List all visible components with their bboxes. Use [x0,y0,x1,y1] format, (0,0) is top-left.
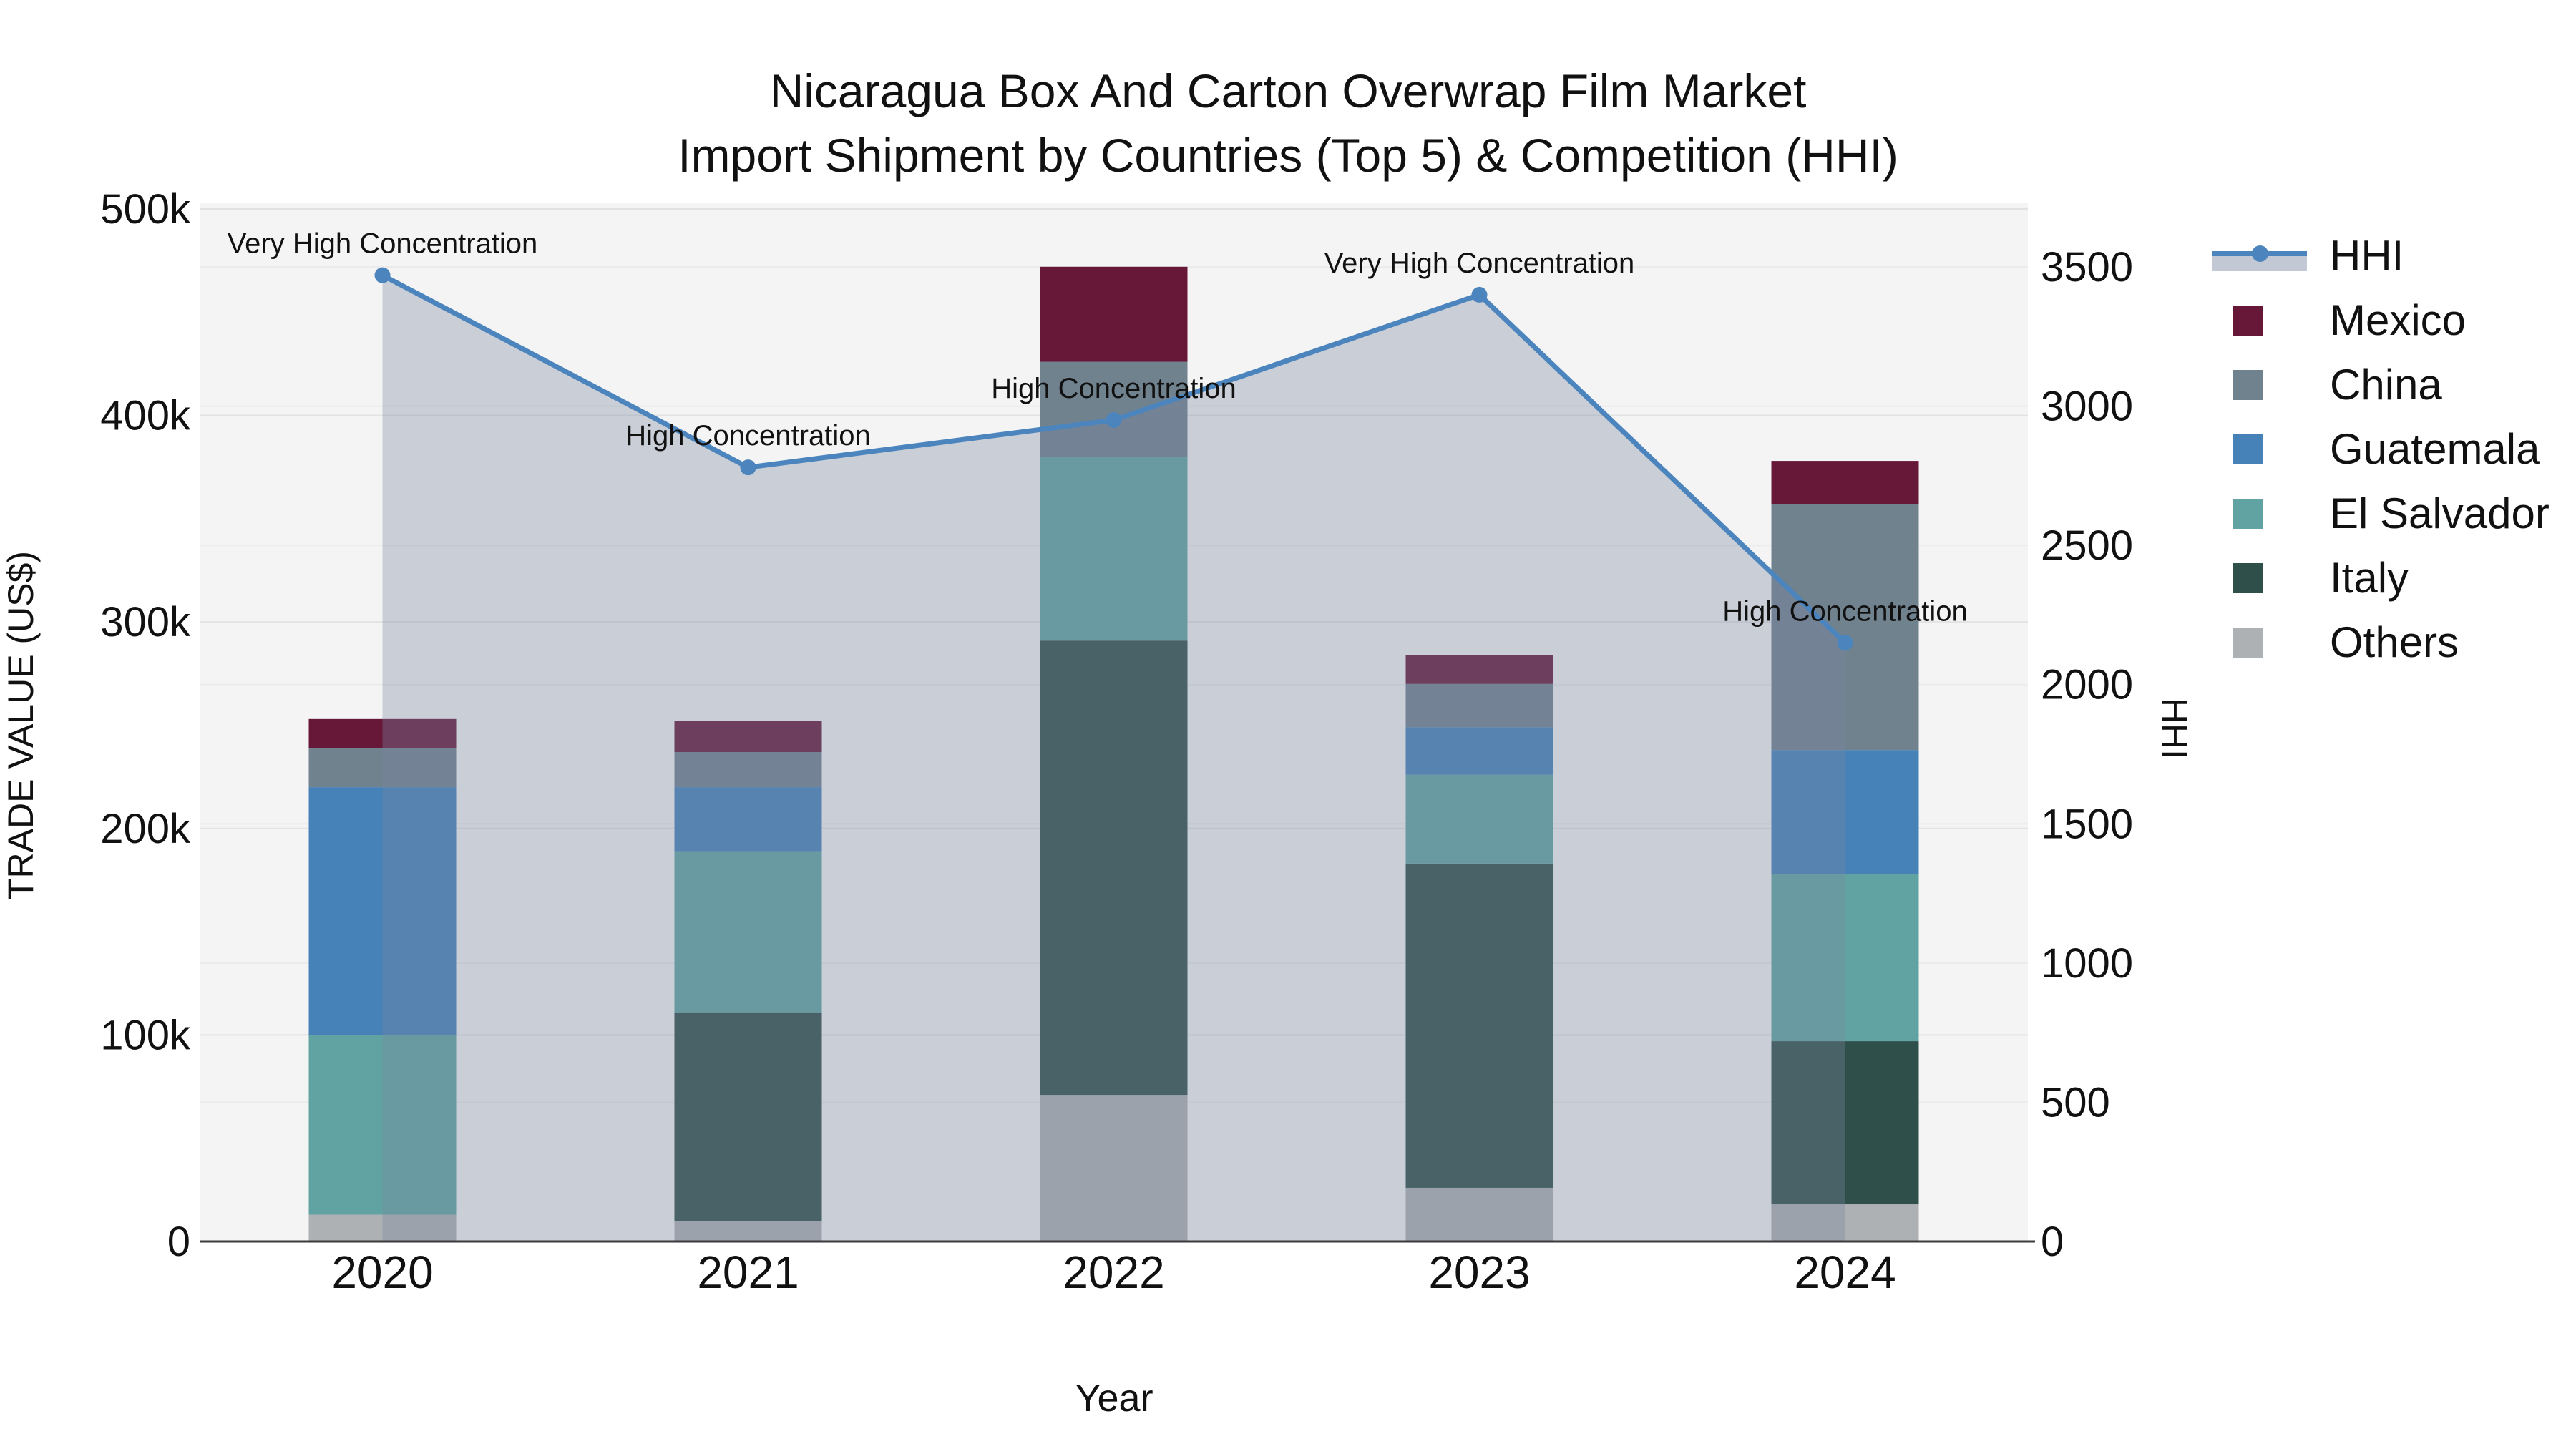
bar-segment-mexico[interactable] [674,721,822,753]
legend-color-swatch [2233,628,2263,658]
legend-color-swatch [2233,434,2263,464]
hhi-marker[interactable] [740,459,756,476]
bar-segment-el-salvador[interactable] [308,1035,457,1215]
legend: HHI Mexico China Guatemala El Salvador Italy O… [2212,223,2550,674]
y2-tick-label: 1000 [2041,940,2133,987]
hhi-marker[interactable] [374,267,391,283]
hhi-area-fill [382,275,1845,1241]
bar-segment-el-salvador[interactable] [1405,774,1553,864]
x-tick-label: 2020 [331,1246,433,1298]
annotation-2024: High Concentration [1722,595,1967,627]
bar-segment-others[interactable] [1040,1095,1188,1241]
legend-swatch-icon [2212,625,2311,659]
bar-segment-china[interactable] [1405,683,1553,728]
y2-tick-label: 3000 [2041,384,2133,430]
legend-label: China [2330,360,2442,409]
legend-item-italy[interactable]: Italy [2212,545,2550,610]
legend-marker-dot [2252,245,2268,262]
y2-axis-title: HHI [2155,698,2195,759]
bar-segment-italy[interactable] [1771,1041,1919,1205]
legend-label: Guatemala [2330,424,2540,473]
y2-tick-label: 1500 [2041,801,2133,847]
y2-tick-label: 0 [2041,1219,2064,1265]
y1-tick-label: 100k [100,1012,191,1058]
legend-label: El Salvador [2330,489,2550,537]
bar-segment-mexico[interactable] [308,718,457,748]
bar-segment-others[interactable] [1771,1204,1919,1241]
annotation-2021: High Concentration [625,420,870,452]
legend-item-el-salvador[interactable]: El Salvador [2212,481,2550,545]
hhi-marker[interactable] [1471,286,1488,303]
x-tick-label: 2023 [1428,1246,1530,1298]
chart-title-line2: Import Shipment by Countries (Top 5) & C… [678,129,1898,182]
bar-segment-others[interactable] [308,1214,457,1241]
legend-color-swatch [2233,499,2263,529]
legend-color-swatch [2233,370,2263,400]
bar-segment-others[interactable] [1405,1187,1553,1241]
y1-tick-label: 200k [100,806,191,852]
y1-axis-title: TRADE VALUE (US$) [1,551,41,900]
legend-item-others[interactable]: Others [2212,610,2550,674]
bar-segment-mexico[interactable] [1771,461,1919,504]
y1-tick-label: 400k [100,393,191,439]
bar-segment-el-salvador[interactable] [674,851,822,1013]
x-tick-label: 2022 [1063,1246,1164,1298]
y2-tick-label: 500 [2041,1079,2110,1126]
y1-tick-label: 300k [100,599,191,645]
legend-item-guatemala[interactable]: Guatemala [2212,416,2550,481]
bar-segment-el-salvador[interactable] [1040,457,1188,641]
bar-segment-guatemala[interactable] [308,787,457,1035]
annotation-2020: Very High Concentration [228,228,538,260]
legend-label: HHI [2330,231,2404,280]
bar-segment-guatemala[interactable] [1405,727,1553,775]
annotation-2022: High Concentration [991,373,1236,404]
legend-line-icon [2212,238,2311,273]
bar-segment-others[interactable] [674,1221,822,1241]
bar-segment-el-salvador[interactable] [1771,874,1919,1042]
chart-title-line1: Nicaragua Box And Carton Overwrap Film M… [769,64,1807,117]
y2-tick-label: 2500 [2041,522,2133,569]
bar-segment-china[interactable] [674,752,822,788]
legend-swatch-icon [2212,431,2311,466]
hhi-marker[interactable] [1837,635,1853,651]
bar-segment-italy[interactable] [1040,640,1188,1096]
y2-tick-label: 2000 [2041,662,2133,708]
x-tick-label: 2024 [1794,1246,1896,1298]
annotation-2023: Very High Concentration [1324,248,1635,279]
legend-item-hhi[interactable]: HHI [2212,223,2550,288]
hhi-marker[interactable] [1106,412,1122,429]
bar-segment-china[interactable] [308,748,457,788]
y2-tick-label: 3500 [2041,244,2133,291]
legend-swatch-icon [2212,496,2311,530]
bar-segment-mexico[interactable] [1405,655,1553,684]
y1-tick-label: 500k [100,186,191,233]
bar-segment-china[interactable] [1771,504,1919,751]
legend-label: Others [2330,618,2459,666]
y1-tick-label: 0 [167,1219,190,1265]
legend-item-china[interactable]: China [2212,352,2550,416]
legend-label: Italy [2330,553,2409,602]
legend-swatch-icon [2212,367,2311,401]
legend-color-swatch [2233,306,2263,336]
legend-swatch-icon [2212,560,2311,595]
x-tick-label: 2021 [697,1246,799,1298]
x-axis-title: Year [1075,1377,1153,1420]
bar-segment-guatemala[interactable] [1771,750,1919,874]
bar-segment-guatemala[interactable] [674,787,822,852]
bar-segment-italy[interactable] [1405,863,1553,1188]
legend-label: Mexico [2330,296,2467,344]
bar-segment-china[interactable] [1040,361,1188,457]
bar-segment-italy[interactable] [674,1012,822,1221]
legend-swatch-icon [2212,303,2311,337]
legend-item-mexico[interactable]: Mexico [2212,288,2550,352]
bar-segment-mexico[interactable] [1040,266,1188,362]
legend-color-swatch [2233,563,2263,593]
